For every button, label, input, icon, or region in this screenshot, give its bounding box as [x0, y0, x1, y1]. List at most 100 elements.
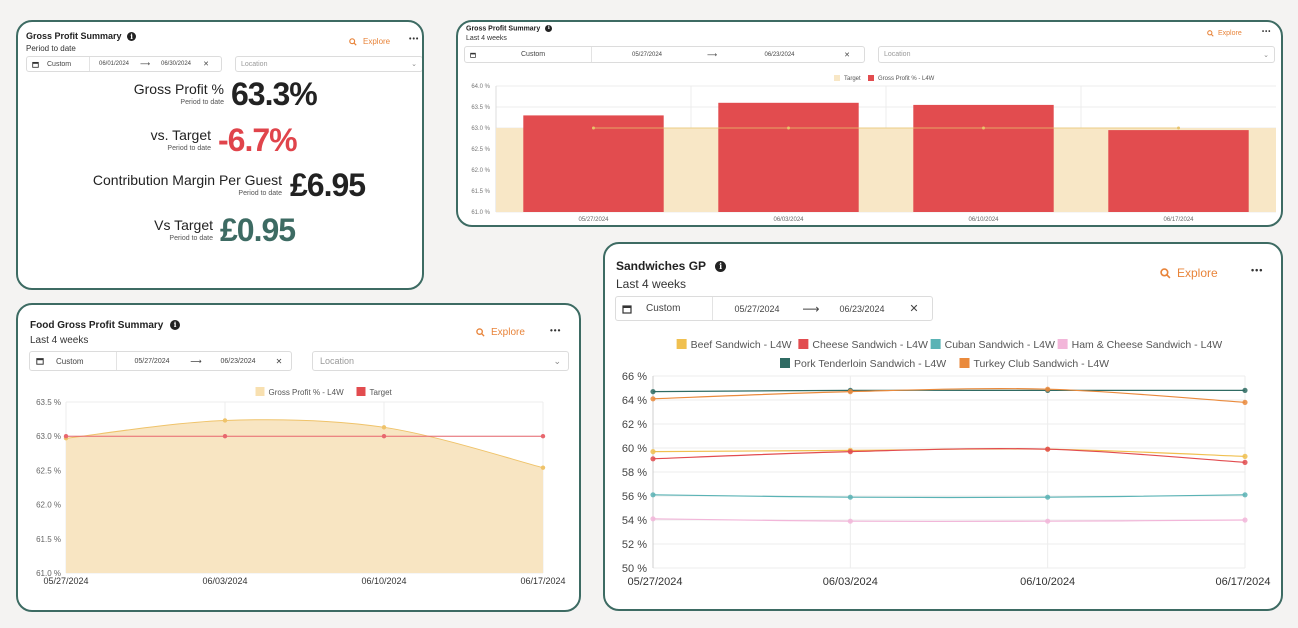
card-title-text: Sandwiches GP [616, 259, 706, 273]
legend-swatch [780, 358, 790, 368]
y-tick-label: 62 % [622, 419, 647, 431]
legend-label: Beef Sandwich - L4W [691, 339, 792, 351]
calendar-button[interactable] [465, 47, 481, 62]
sandwiches-gp-card: Sandwiches GP i Last 4 weeks Explore •••… [603, 242, 1283, 611]
x-tick-label: 06/10/2024 [968, 217, 999, 223]
y-tick-label: 62.5 % [36, 466, 61, 475]
clear-icon[interactable]: ✕ [203, 61, 209, 68]
more-options-button[interactable]: ••• [409, 36, 420, 43]
end-date-input[interactable]: 06/23/2024 [839, 303, 885, 314]
target-point [982, 126, 985, 130]
more-options-button[interactable]: ••• [550, 326, 562, 335]
explore-button[interactable]: Explore [349, 37, 390, 46]
date-range-picker[interactable]: Custom 05/27/2024 ⟶ 06/23/2024 ✕ [464, 46, 865, 63]
end-date-input[interactable]: 06/30/2024 [160, 61, 192, 67]
y-tick-label: 61.5 % [36, 535, 61, 544]
divider [712, 297, 713, 320]
calendar-button[interactable] [616, 297, 638, 320]
x-tick-label: 05/27/2024 [43, 576, 88, 586]
y-tick-label: 62.0 % [36, 501, 61, 510]
x-tick-label: 06/03/2024 [773, 217, 804, 223]
series-line [652, 447, 1246, 463]
y-tick-label: 62.0 % [471, 168, 490, 174]
series-point [650, 456, 656, 462]
end-date-input[interactable]: 06/23/2024 [764, 51, 795, 58]
clear-icon[interactable]: ✕ [844, 51, 850, 59]
series-point [650, 516, 656, 522]
explore-label: Explore [363, 37, 391, 46]
series-point [650, 389, 656, 395]
start-date-input[interactable]: 05/27/2024 [134, 357, 170, 365]
y-tick-label: 61.5 % [471, 189, 490, 195]
x-tick-label: 06/17/2024 [1163, 217, 1194, 223]
target-point [787, 126, 790, 130]
target-point [381, 434, 387, 439]
divider [591, 47, 592, 62]
y-tick-label: 63.5 % [36, 398, 61, 407]
kpi-label: Gross Profit % [133, 81, 224, 97]
target-point [63, 434, 69, 439]
x-tick-label: 06/03/2024 [823, 576, 878, 588]
search-icon [476, 328, 485, 337]
y-tick-label: 66 % [622, 371, 647, 383]
arrow-icon: ⟶ [139, 61, 151, 68]
end-date-input[interactable]: 06/23/2024 [220, 357, 256, 365]
date-range-picker[interactable]: Custom 06/01/2024 ⟶ 06/30/2024 ✕ [26, 56, 222, 72]
date-range-picker[interactable]: Custom 05/27/2024 ⟶ 06/23/2024 ✕ [615, 296, 933, 321]
y-tick-label: 58 % [622, 467, 647, 479]
more-options-button[interactable]: ••• [1251, 265, 1264, 275]
range-type-select[interactable]: Custom [56, 356, 84, 366]
start-date-input[interactable]: 05/27/2024 [631, 51, 663, 58]
legend-swatch [798, 339, 809, 349]
range-type-select[interactable]: Custom [521, 51, 546, 58]
y-tick-label: 54 % [622, 515, 647, 527]
series-point [847, 389, 853, 395]
location-select[interactable]: Location ⌄ [235, 56, 422, 72]
arrow-icon: ⟶ [190, 356, 202, 366]
chevron-down-icon: ⌄ [411, 61, 417, 68]
info-icon[interactable]: i [170, 320, 181, 331]
date-range-picker[interactable]: Custom 05/27/2024 ⟶ 06/23/2024 ✕ [29, 351, 292, 371]
series-point [1242, 387, 1248, 393]
x-tick-label: 06/17/2024 [520, 576, 565, 586]
calendar-button[interactable] [27, 57, 44, 71]
calendar-button[interactable] [30, 352, 50, 370]
location-select[interactable]: Location ⌄ [878, 46, 1275, 63]
legend-label: Ham & Cheese Sandwich - L4W [1072, 339, 1223, 351]
info-icon[interactable]: i [127, 32, 137, 42]
series-point [650, 449, 656, 455]
target-point [1177, 126, 1180, 130]
arrow-icon: ⟶ [802, 301, 820, 316]
clear-icon[interactable]: ✕ [275, 356, 283, 366]
explore-button[interactable]: Explore [1207, 30, 1242, 37]
explore-button[interactable]: Explore [476, 327, 525, 338]
series-point [650, 396, 656, 402]
y-tick-label: 63.0 % [36, 432, 61, 441]
info-icon[interactable]: i [715, 261, 727, 273]
more-options-button[interactable]: ••• [1262, 29, 1272, 35]
clear-icon[interactable]: ✕ [909, 303, 919, 315]
series-point [650, 492, 656, 498]
divider [116, 352, 117, 370]
card-subtitle: Last 4 weeks [616, 277, 687, 291]
series-point [847, 518, 853, 524]
card-subtitle: Last 4 weeks [30, 335, 89, 346]
kpi-value: 63.3% [231, 76, 318, 112]
start-date-input[interactable]: 06/01/2024 [98, 61, 130, 67]
explore-button[interactable]: Explore [1160, 266, 1218, 280]
y-tick-label: 64 % [622, 395, 647, 407]
start-date-input[interactable]: 05/27/2024 [734, 303, 780, 314]
series-line [652, 518, 1246, 523]
target-point [540, 434, 546, 439]
legend-swatch [255, 387, 265, 396]
range-type-select[interactable]: Custom [646, 303, 681, 314]
search-icon [1160, 267, 1171, 278]
calendar-icon [470, 52, 476, 58]
location-select[interactable]: Location ⌄ [312, 351, 569, 371]
y-tick-label: 63.0 % [471, 126, 490, 132]
info-icon[interactable]: i [545, 25, 553, 32]
card-subtitle: Last 4 weeks [466, 35, 507, 42]
range-type-select[interactable]: Custom [47, 60, 72, 68]
card-subtitle: Period to date [26, 44, 76, 53]
legend-label: Gross Profit % - L4W [878, 76, 935, 82]
